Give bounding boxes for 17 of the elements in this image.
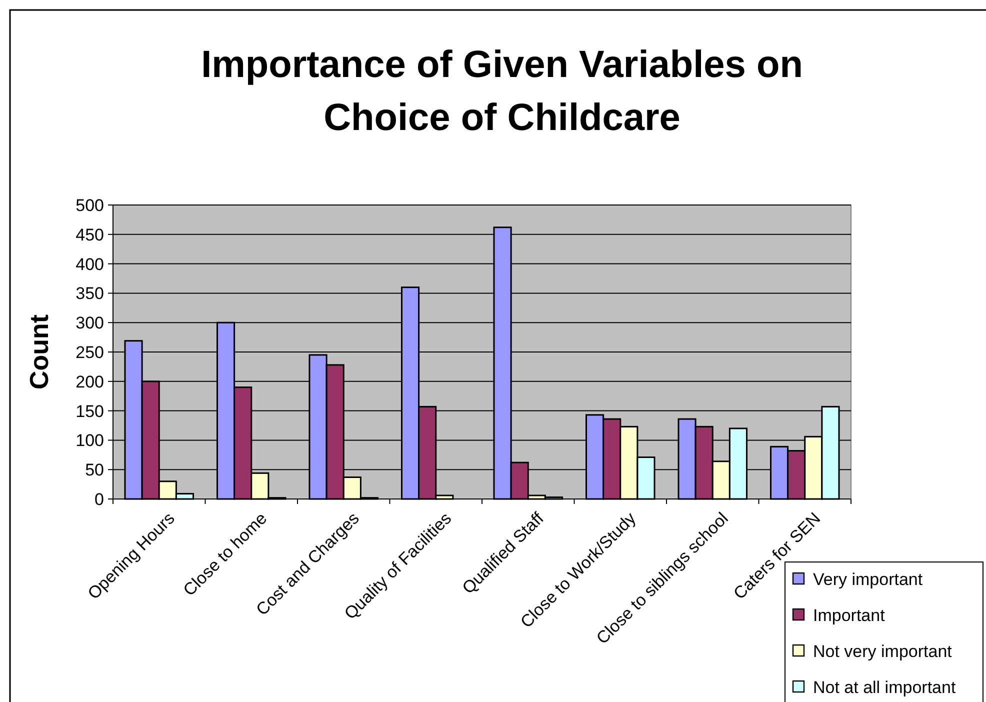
y-axis-title: Count xyxy=(24,314,54,390)
legend-label: Very important xyxy=(813,570,923,589)
y-tick-label: 150 xyxy=(76,402,104,421)
y-tick-label: 400 xyxy=(76,254,104,274)
y-tick-label: 0 xyxy=(94,490,104,509)
legend-label: Not very important xyxy=(813,642,952,661)
legend-label: Not at all important xyxy=(813,678,956,697)
legend-label: Important xyxy=(813,606,886,625)
y-tick-label: 100 xyxy=(76,431,104,450)
y-tick-label: 300 xyxy=(76,314,104,333)
y-tick-label: 250 xyxy=(76,342,104,362)
y-tick-label: 500 xyxy=(76,196,104,215)
y-tick-label: 50 xyxy=(85,460,104,480)
chart-title: Importance of Given Variables on Choice of Childcare xyxy=(201,44,803,139)
y-tick-label: 200 xyxy=(76,372,104,392)
y-tick-label: 350 xyxy=(76,284,104,304)
y-tick-label: 450 xyxy=(76,225,104,244)
